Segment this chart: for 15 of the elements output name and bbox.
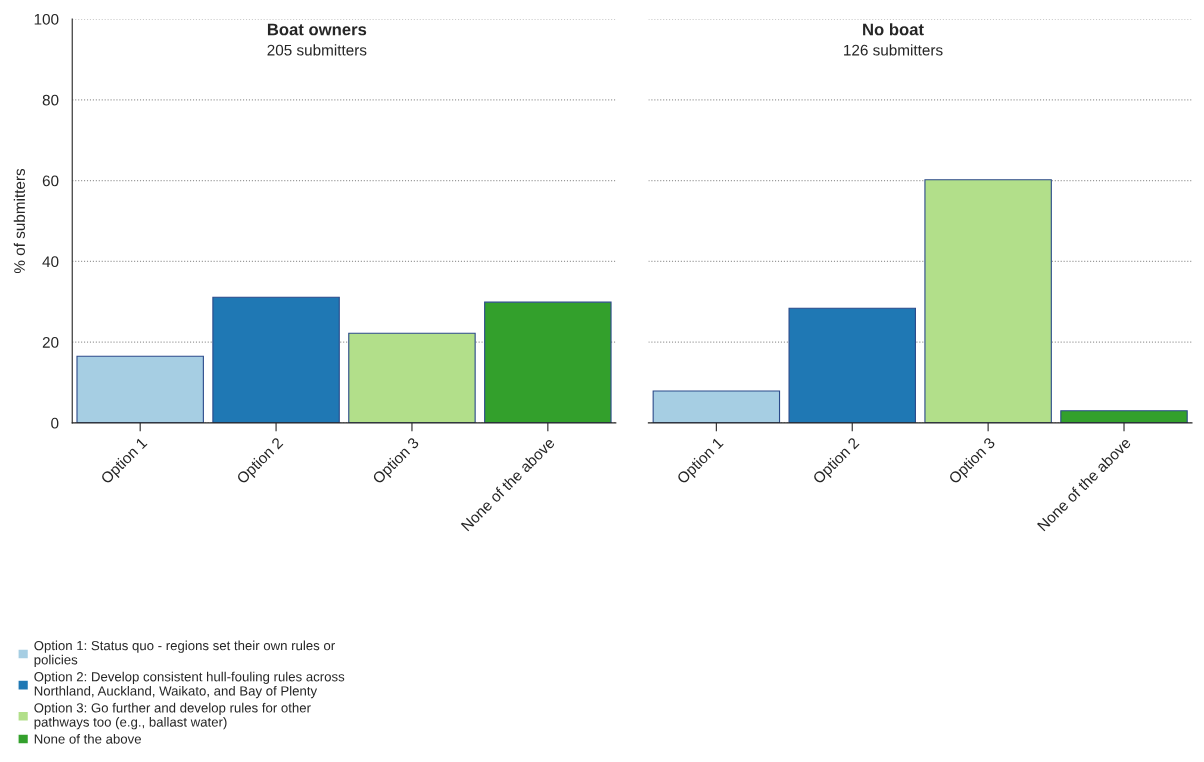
y-tick-label: 80 — [42, 94, 59, 106]
chart-title: No boat — [863, 23, 924, 36]
legend-label: Option 3: Go further and develop rules for other pathways too (e.g., ballast water) — [34, 702, 311, 730]
text: 126 submitters — [844, 44, 943, 56]
y-tick-label: 0 — [51, 417, 59, 429]
y-tick-label: 100 — [34, 13, 59, 25]
y-tick-label: 40 — [42, 256, 59, 268]
y-tick-label: 60 — [42, 175, 59, 187]
legend-label: Option 1: Status quo - regions set their own rules or policies — [34, 640, 335, 668]
legend-label: None of the above — [34, 734, 141, 744]
legend-label: Option 2: Develop consistent hull-fouling rules across Northland, Auckland, Waikato, and Bay of Plenty — [34, 671, 345, 699]
y-tick-label: 20 — [42, 337, 59, 348]
chart-title: Boat owners — [267, 23, 367, 36]
text: 205 submitters — [267, 44, 367, 56]
y-axis-title: % of submitters — [13, 168, 25, 274]
